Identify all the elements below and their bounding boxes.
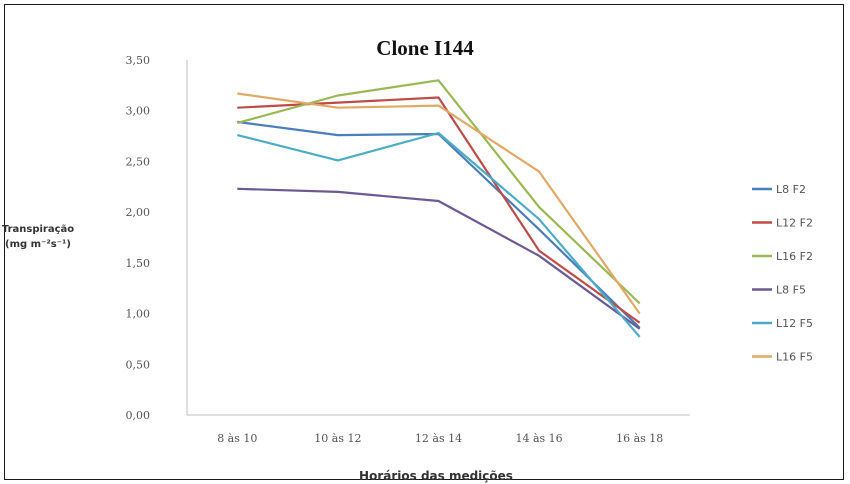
series-line-l12-f2 (237, 96, 641, 324)
series-line-l16-f5 (237, 92, 641, 315)
y-tick-label: 2,00 (126, 206, 151, 219)
x-tick-label: 10 às 12 (314, 432, 361, 445)
legend-label: L8 F5 (776, 284, 806, 297)
y-tick-labels: 0,00 0,50 1,00 1,50 2,00 2,50 3,00 3,50 (126, 54, 151, 422)
legend-label: L12 F2 (776, 217, 813, 230)
series-line-l16-f2 (237, 79, 641, 305)
x-tick-label: 8 às 10 (217, 432, 257, 445)
x-axis-label: Horários das medições (359, 469, 513, 483)
series-line-l8-f2 (237, 120, 641, 329)
y-tick-label: 0,00 (126, 409, 151, 422)
y-tick-label: 1,50 (126, 257, 151, 270)
y-tick-label: 3,00 (126, 105, 151, 118)
chart-title: Clone I144 (376, 36, 474, 60)
legend-label: L16 F5 (776, 351, 813, 364)
x-tick-label: 12 às 14 (415, 432, 462, 445)
legend-label: L12 F5 (776, 317, 813, 330)
y-tick-label: 0,50 (126, 358, 151, 371)
legend-label: L16 F2 (776, 250, 813, 263)
series-lines (237, 79, 641, 338)
x-tick-labels: 8 às 10 10 às 12 12 às 14 14 às 16 16 às 18 (217, 432, 663, 445)
series-line-l12-f5 (237, 131, 641, 338)
y-axis-label-line2: (mg m⁻²s⁻¹) (5, 239, 71, 250)
legend-label: L8 F2 (776, 183, 806, 196)
series-line-l8-f5 (237, 187, 641, 330)
x-tick-label: 14 às 16 (515, 432, 562, 445)
y-tick-label: 3,50 (126, 54, 151, 67)
y-tick-label: 1,00 (126, 308, 151, 321)
y-tick-label: 2,50 (126, 155, 151, 168)
x-tick-label: 16 às 18 (616, 432, 663, 445)
legend: L8 F2 L12 F2 L16 F2 L8 F5 L12 F5 L16 F5 (752, 183, 813, 364)
y-axis-label-line1: Transpiração (2, 224, 74, 235)
